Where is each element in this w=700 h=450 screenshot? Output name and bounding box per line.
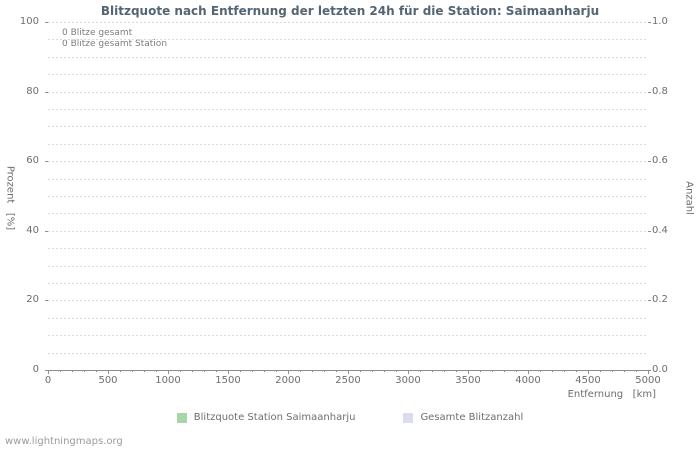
chart-legend: Blitzquote Station Saimaanharju Gesamte B… <box>0 412 700 423</box>
x-tick-label: 3500 <box>455 375 481 386</box>
grid-and-axes <box>45 22 651 374</box>
y-left-tick-label: 0 <box>32 364 39 375</box>
x-tick-label: 4000 <box>515 375 541 386</box>
y-right-tick-label: 0.2 <box>652 294 668 306</box>
chart-title: Blitzquote nach Entfernung der letzten 2… <box>100 4 600 18</box>
legend-label: Gesamte Blitzanzahl <box>420 412 524 423</box>
x-tick-label: 0 <box>44 375 52 386</box>
x-axis-tick-labels: 0 500 1000 1500 2000 2500 3000 3500 4000 4500 5000 <box>44 375 661 387</box>
plot-area: 0 Blitze gesamt 0 Blitze gesamt Station <box>45 22 651 374</box>
legend-swatch <box>403 412 414 423</box>
y-right-tick-label: 0.8 <box>652 85 668 97</box>
y-right-tick-label: 0.4 <box>652 224 668 236</box>
y-left-tick-label: 80 <box>26 85 39 97</box>
y-right-tick-label: 1.0 <box>652 16 668 27</box>
y-left-tick-label: 100 <box>19 16 39 27</box>
annotation-text: 0 Blitze gesamt Station <box>62 39 168 49</box>
y-left-tick-label: 60 <box>26 155 39 167</box>
y-axis-left-tick-labels: 0 20 40 60 80 100 <box>0 0 43 400</box>
x-tick-label: 1000 <box>155 375 181 386</box>
x-tick-label: 1500 <box>215 375 241 386</box>
legend-item: Blitzquote Station Saimaanharju <box>176 412 356 423</box>
y-axis-left-label: Prozent [%] <box>4 165 16 231</box>
legend-item: Gesamte Blitzanzahl <box>403 412 523 423</box>
x-tick-label: 4500 <box>575 375 601 386</box>
plot-annotations: 0 Blitze gesamt 0 Blitze gesamt Station <box>62 28 167 50</box>
x-tick-label: 5000 <box>635 375 661 386</box>
legend-label: Blitzquote Station Saimaanharju <box>193 412 356 423</box>
y-left-tick-label: 20 <box>26 294 39 306</box>
y-right-tick-label: 0.6 <box>652 155 668 167</box>
x-axis-label: Entfernung [km] <box>567 389 656 400</box>
watermark-text: www.lightningmaps.org <box>5 436 123 447</box>
x-tick-label: 3000 <box>395 375 421 386</box>
x-tick-label: 2000 <box>275 375 301 386</box>
y-axis-right-label: Anzahl <box>683 181 695 215</box>
x-tick-label: 2500 <box>335 375 361 386</box>
x-tick-label: 500 <box>98 375 118 386</box>
y-right-tick-label: 0.0 <box>652 364 668 375</box>
annotation-text: 0 Blitze gesamt <box>62 28 133 38</box>
y-axis-right-tick-labels: 0.0 0.2 0.4 0.6 0.8 1.0 <box>652 0 696 400</box>
y-left-tick-label: 40 <box>26 224 39 236</box>
legend-swatch <box>176 412 187 423</box>
